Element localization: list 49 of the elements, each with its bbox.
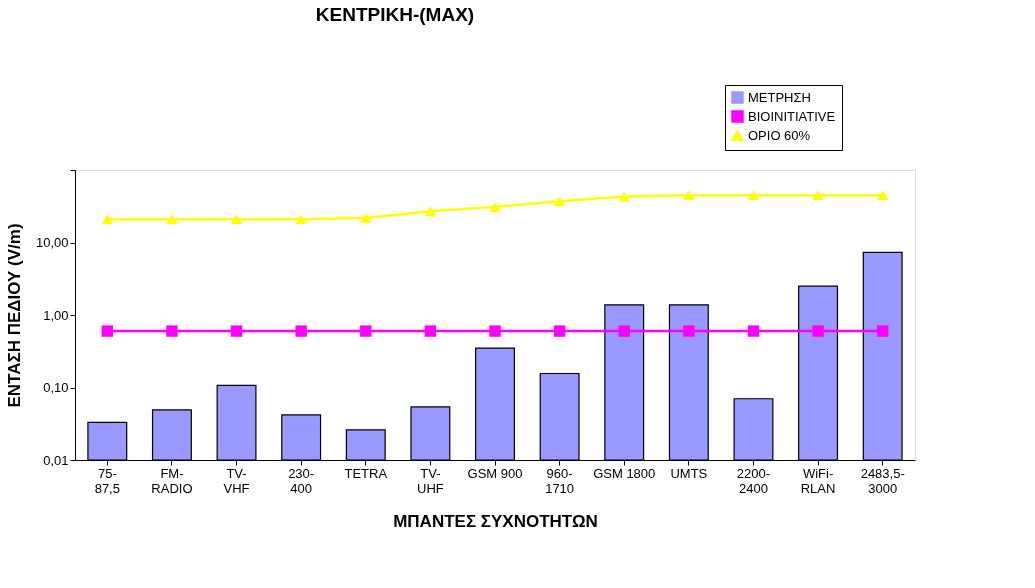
point [747,325,760,337]
point [166,214,178,225]
chart-title: ΚΕΝΤΡΙΚΗ-(MAX) [315,3,475,25]
point [424,325,437,337]
x-tick-label: GSM 1800 [593,465,656,481]
legend-label: ΜΕΤΡΗΣΗ [748,89,811,105]
point [101,214,114,225]
y-tick-label: 1,00 [43,307,69,323]
point [683,190,695,201]
point [230,325,243,337]
point [618,191,630,202]
point [683,325,695,337]
point [618,325,630,337]
point [101,325,114,337]
x-tick-label: FM-RADIO [151,465,193,496]
point [360,213,372,224]
x-tick-label: 960-1710 [545,465,575,496]
y-tick-label: 0,10 [43,380,69,395]
point [876,325,889,337]
x-tick-label: 75-87,5 [94,465,120,496]
x-tick-label: TETRA [344,465,388,481]
x-tick-label: 230-400 [288,465,315,496]
point [230,214,243,225]
legend-label: ΟΡΙΟ 60% [748,127,811,143]
y-axis-title: ΕΝΤΑΣΗ ΠΕΔΙΟΥ (V/m) [4,223,24,408]
x-tick-label: UMTS [670,465,708,481]
y-tick-label: 0,01 [43,452,69,468]
point [424,206,437,217]
point [489,201,501,212]
legend-label: BIOINITIATIVE [748,108,836,124]
x-tick-label: TV-UHF [417,465,444,496]
point [553,196,566,207]
x-axis-title: ΜΠΑΝΤΕΣ ΣΥΧΝΟΤΗΤΩΝ [393,511,598,531]
x-tick-label: TV-VHF [223,465,250,496]
point [812,325,824,337]
point [166,325,178,337]
y-tick-label: 10,00 [35,235,69,250]
point [747,190,760,201]
point [295,325,307,337]
point [295,214,307,225]
point [489,325,501,337]
point [360,325,372,337]
point [553,325,566,337]
x-tick-label: GSM 900 [467,465,523,481]
point [812,190,824,201]
x-tick-label: 2483,5-3000 [860,465,905,496]
x-tick-label: WiFi-RLAN [800,465,836,496]
point [876,190,889,201]
x-tick-label: 2200-2400 [736,465,771,496]
